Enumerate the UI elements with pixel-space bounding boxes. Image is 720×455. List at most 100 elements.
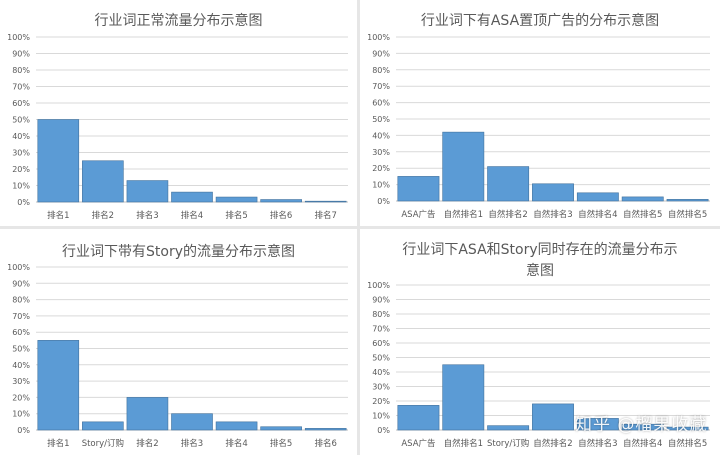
chart-panel-2: 行业词下有ASA置顶广告的分布示意图 0% 10% 20% 30% 40% 50% 60% 70… [360, 0, 720, 226]
y-tick-label: 90% [12, 279, 30, 288]
bar [304, 200, 347, 203]
x-tick-label: 排名6 [270, 210, 292, 221]
y-tick-label: 80% [372, 310, 390, 319]
x-tick-label: 排名3 [181, 438, 203, 449]
x-tick-label: 排名6 [315, 438, 337, 449]
bar [304, 428, 347, 431]
x-tick-label: 自然排名3 [533, 209, 572, 220]
y-tick-label: 60% [372, 99, 390, 108]
x-tick-label: 自然排名4 [578, 209, 617, 220]
bar [82, 160, 124, 203]
y-tick-label: 50% [12, 116, 30, 125]
bar [37, 340, 80, 431]
y-tick-label: 80% [12, 66, 30, 75]
y-tick-label: 30% [12, 149, 30, 158]
x-tick-label: 排名3 [136, 210, 158, 221]
y-tick-label: 50% [372, 115, 390, 124]
bar [442, 364, 485, 431]
bar [215, 196, 258, 203]
bar [126, 397, 169, 431]
x-tick-label: 排名5 [270, 438, 292, 449]
x-tick-label: Story/订购 [487, 438, 529, 449]
bar [621, 196, 664, 202]
chart-title: 行业词正常流量分布示意图 [95, 12, 263, 29]
y-tick-label: 60% [372, 339, 390, 348]
y-tick-label: 80% [12, 296, 30, 305]
bar [532, 403, 574, 431]
y-tick-label: 90% [372, 296, 390, 305]
y-tick-label: 60% [12, 99, 30, 108]
x-tick-label: 自然排名5 [668, 438, 707, 449]
y-tick-label: 0% [377, 426, 390, 435]
chart-title: 行业词下ASA和Story同时存在的流量分布示 [402, 242, 677, 258]
y-tick-label: 70% [372, 325, 390, 334]
y-tick-label: 70% [372, 82, 390, 91]
bar [171, 413, 213, 431]
y-tick-label: 70% [12, 312, 30, 321]
y-tick-label: 90% [12, 50, 30, 59]
y-tick-label: 40% [12, 361, 30, 370]
y-tick-label: 40% [372, 131, 390, 140]
x-tick-label: 排名1 [47, 438, 69, 449]
y-tick-label: 20% [12, 393, 30, 402]
y-tick-label: 80% [372, 66, 390, 75]
y-tick-label: 100% [367, 33, 390, 42]
bar [442, 131, 485, 202]
x-tick-label: 排名4 [225, 438, 247, 449]
chart-svg: 行业词下有ASA置顶广告的分布示意图 0% 10% 20% 30% 40% 50% 60% 70… [367, 12, 710, 220]
bar [532, 183, 574, 202]
bar [576, 418, 619, 431]
y-tick-label: 10% [12, 410, 30, 419]
x-tick-label: 自然排名5 [623, 209, 662, 220]
x-tick-label: 排名2 [92, 210, 114, 221]
y-tick-label: 0% [17, 198, 30, 207]
x-tick-label: 排名2 [136, 438, 158, 449]
chart-title: 行业词下有ASA置顶广告的分布示意图 [421, 12, 659, 29]
bar [666, 199, 709, 202]
x-tick-label: 排名7 [315, 210, 337, 221]
x-tick-label: 自然排名1 [444, 209, 483, 220]
y-tick-label: 20% [12, 165, 30, 174]
y-tick-label: 60% [12, 328, 30, 337]
x-tick-label: 排名4 [181, 210, 203, 221]
bar [215, 421, 258, 431]
y-tick-label: 100% [367, 281, 390, 290]
chart-title: 行业词下带有Story的流量分布示意图 [62, 243, 295, 260]
bar [260, 426, 302, 431]
y-tick-label: 10% [372, 181, 390, 190]
x-tick-label: 自然排名5 [668, 209, 707, 220]
bar [171, 191, 213, 203]
y-tick-label: 40% [12, 132, 30, 141]
bar [82, 421, 124, 431]
y-tick-label: 30% [372, 383, 390, 392]
y-tick-label: 20% [372, 164, 390, 173]
x-tick-label: 自然排名4 [623, 438, 662, 449]
bar [37, 119, 80, 203]
x-tick-label: ASA广告 [401, 209, 435, 220]
y-tick-label: 100% [7, 33, 30, 42]
chart-svg: 行业词下带有Story的流量分布示意图 0% 10% 20% 30% 40% 50% 60% 7… [7, 243, 348, 449]
x-tick-label: 排名1 [47, 210, 69, 221]
y-tick-label: 30% [12, 377, 30, 386]
y-tick-label: 40% [372, 368, 390, 377]
watermark-text: 知乎 @榴果收藏 [575, 415, 708, 435]
bar [126, 180, 169, 203]
bar [666, 426, 709, 431]
bar [487, 166, 530, 202]
bar [397, 405, 440, 431]
chart-panel-3: 行业词下带有Story的流量分布示意图 0% 10% 20% 30% 40% 50% 60% 7… [0, 229, 357, 455]
bar [621, 423, 664, 431]
x-tick-label: 自然排名3 [578, 438, 617, 449]
x-tick-label: ASA广告 [401, 438, 435, 449]
y-tick-label: 20% [372, 397, 390, 406]
x-tick-label: Story/订购 [82, 438, 124, 449]
y-tick-label: 0% [17, 426, 30, 435]
bar [397, 176, 440, 202]
bar [260, 199, 302, 203]
chart-svg: 行业词正常流量分布示意图 0% 10% 20% 30% 40% 50% 60% 70% 80% 90… [7, 12, 348, 221]
y-tick-label: 10% [372, 412, 390, 421]
bar [576, 192, 619, 202]
y-tick-label: 50% [12, 345, 30, 354]
x-tick-label: 自然排名2 [533, 438, 572, 449]
